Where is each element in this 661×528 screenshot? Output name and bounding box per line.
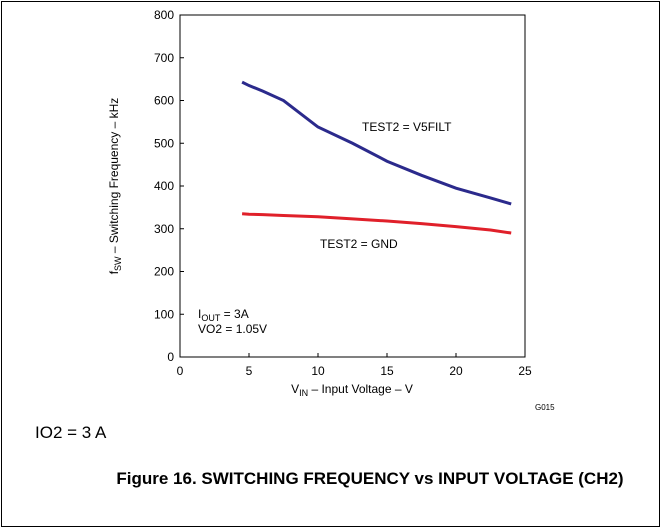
y-tick-label: 200 [154, 265, 174, 279]
x-label-main: V [291, 382, 299, 396]
y-label-main: f [107, 270, 121, 274]
x-tick-label: 25 [518, 364, 532, 378]
annotation: VO2 = 1.05V [198, 322, 267, 336]
y-axis-label: fSW – Switching Frequency – kHz [107, 98, 123, 275]
x-tick-label: 20 [449, 364, 463, 378]
caption: Figure 16. SWITCHING FREQUENCY vs INPUT … [116, 469, 624, 488]
y-tick-label: 400 [154, 179, 174, 193]
figure-code: G015 [535, 403, 555, 412]
x-axis-label: VIN – Input Voltage – V [291, 382, 413, 398]
annotation-rest: = 3A [220, 307, 248, 321]
y-label-sub: SW [113, 256, 123, 271]
y-tick-label: 300 [154, 222, 174, 236]
series-label: TEST2 = GND [320, 237, 398, 251]
series-label: TEST2 = V5FILT [362, 120, 452, 134]
y-tick-label: 600 [154, 94, 174, 108]
y-label-rest: – Switching Frequency – kHz [107, 98, 121, 257]
plot-frame [179, 14, 526, 358]
annotation-main: I [198, 307, 201, 321]
x-tick-label: 15 [380, 364, 394, 378]
x-tick-label: 5 [246, 364, 253, 378]
series-line [241, 80, 512, 206]
x-tick-label: 0 [177, 364, 184, 378]
x-tick-label: 10 [311, 364, 325, 378]
chart: fSW – Switching Frequency – kHz VIN – In… [107, 8, 555, 412]
annotation: IOUT = 3A [198, 307, 249, 323]
x-label-rest: – Input Voltage – V [308, 382, 413, 396]
y-tick-label: 100 [154, 307, 174, 321]
y-tick-label: 800 [154, 8, 174, 22]
condition: IO2 = 3 A [35, 423, 107, 442]
y-tick-label: 500 [154, 136, 174, 150]
annotation-sub: OUT [201, 313, 221, 323]
y-tick-label: 700 [154, 51, 174, 65]
x-label-sub: IN [299, 388, 308, 398]
series-line [242, 212, 512, 235]
y-tick-label: 0 [167, 350, 174, 364]
